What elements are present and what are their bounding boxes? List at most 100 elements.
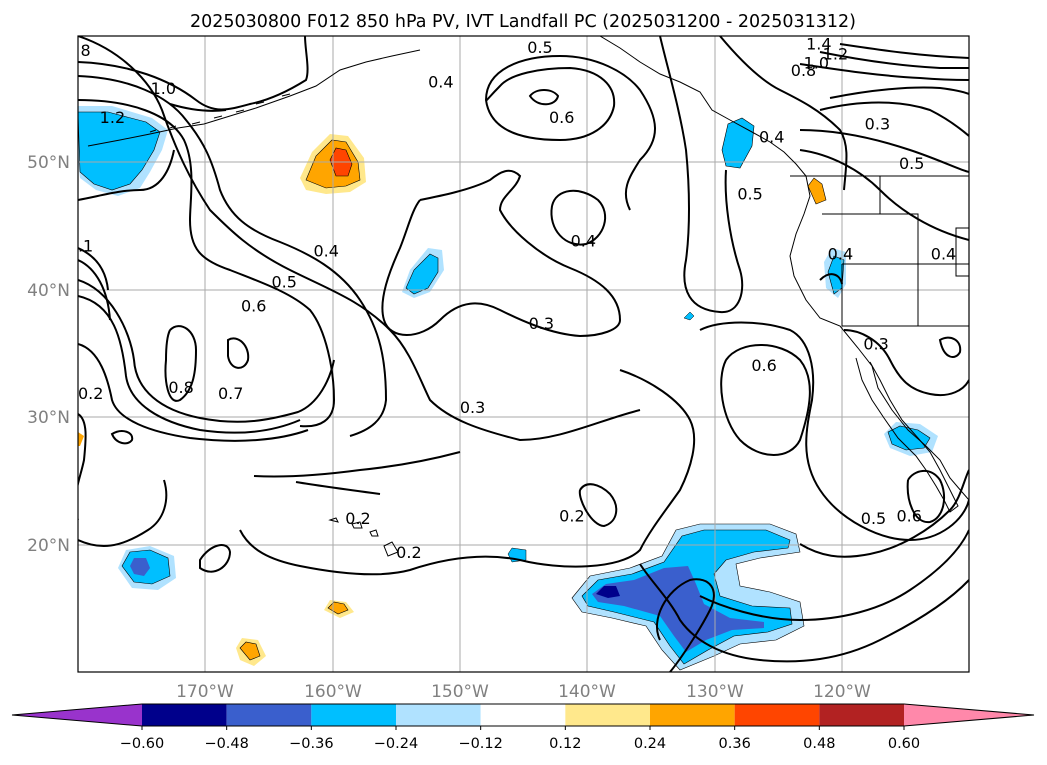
pc-negative-region-coast-north xyxy=(721,117,755,169)
pv-contour-label: 0.4 xyxy=(571,232,596,251)
pv-contour-16 xyxy=(78,479,168,547)
colorbar: −0.60 −0.48 −0.36 −0.24 −0.12 0.12 0.24 0.36 0.4… xyxy=(11,703,1035,752)
pv-contour-9 xyxy=(78,259,111,321)
pv-contour-26 xyxy=(699,321,969,542)
lon-label-120w: 120°W xyxy=(813,682,871,702)
colorbar-swatch xyxy=(480,704,566,726)
pc-shading xyxy=(78,106,938,671)
pv-contour-label: 0.8 xyxy=(168,378,193,397)
pv-contour-30 xyxy=(639,563,969,663)
pv-contour-31 xyxy=(699,529,969,622)
colorbar-tick-label: 0.48 xyxy=(803,736,835,752)
map-background xyxy=(78,36,969,672)
pv-contour-20 xyxy=(381,169,622,338)
pv-contour-15 xyxy=(110,430,134,445)
pv-contour-10 xyxy=(78,247,109,291)
map-panel: 81.01.20.40.50.61.41.21.00.80.40.30.50.5… xyxy=(77,34,970,673)
lat-label-50: 50°N xyxy=(27,153,70,173)
pv-contour-label: 0.2 xyxy=(559,506,584,525)
pv-contour-8 xyxy=(78,343,309,442)
colorbar-swatch xyxy=(311,704,396,726)
pc-positive-region-edge xyxy=(78,432,84,446)
pv-contour-label: 0.6 xyxy=(241,296,266,315)
colorbar-tick-label: −0.36 xyxy=(289,736,333,752)
pv-contour-label: 0.4 xyxy=(759,127,784,146)
colorbar-tick-label: 0.36 xyxy=(719,736,751,752)
pv-contour-35 xyxy=(799,149,969,241)
colorbar-tick-label: 0.60 xyxy=(888,736,920,752)
lat-label-20: 20°N xyxy=(27,536,70,556)
pv-contour-19 xyxy=(253,451,461,478)
pv-contour-6 xyxy=(78,279,335,423)
pv-contour-33 xyxy=(799,469,969,558)
pv-contour-label: 0.4 xyxy=(428,73,453,92)
pv-contour-label: 0.5 xyxy=(527,38,552,57)
pv-contour-27 xyxy=(720,344,811,456)
pv-contour-label: 1.0 xyxy=(804,54,829,73)
pv-contour-28 xyxy=(239,369,696,576)
colorbar-swatch xyxy=(734,704,820,726)
pc-negative-region-southeast-max xyxy=(596,586,620,598)
pv-contour-25 xyxy=(659,36,744,314)
pc-negative-region-152w-core xyxy=(405,253,439,295)
pv-contour-24 xyxy=(550,189,607,246)
pv-contour-label: 0.6 xyxy=(751,356,776,375)
lat-label-40: 40°N xyxy=(27,281,70,301)
pv-contour-label: 1.2 xyxy=(100,108,125,127)
pv-contour-13 xyxy=(227,337,250,369)
pv-contour-label: 0.5 xyxy=(861,509,886,528)
pv-contour-3 xyxy=(78,75,388,437)
pv-contour-label: 0.4 xyxy=(313,242,338,261)
colorbar-tick-label: −0.24 xyxy=(374,736,418,752)
pv-contour-14 xyxy=(78,413,87,520)
lon-label-140w: 140°W xyxy=(558,682,616,702)
longitude-labels: 170°W 160°W 150°W 140°W 130°W 120°W xyxy=(176,682,871,702)
pv-contour-label: 0.3 xyxy=(529,314,554,333)
us-state-borders xyxy=(790,175,969,327)
colorbar-swatch xyxy=(650,704,735,726)
pv-contour-18 xyxy=(295,481,381,495)
pv-contour-label: 0.3 xyxy=(460,398,485,417)
latitude-labels: 50°N 40°N 30°N 20°N xyxy=(27,153,70,556)
pv-contour-label: 0.5 xyxy=(271,272,296,291)
hawaii-islands xyxy=(328,517,399,557)
pv-contour-4 xyxy=(78,99,336,428)
pv-contour-36 xyxy=(799,129,969,173)
pv-contour-label: 0.2 xyxy=(396,543,421,562)
colorbar-swatch xyxy=(904,704,1034,726)
colorbar-swatch xyxy=(819,704,904,726)
pc-negative-region-small-2 xyxy=(683,311,695,321)
pv-contour-34 xyxy=(906,470,946,524)
pc-negative-region-175w-core xyxy=(130,558,150,576)
colorbar-swatch xyxy=(226,704,312,726)
colorbar-tick-label: 0.24 xyxy=(634,736,666,752)
pv-contour-12 xyxy=(164,325,198,402)
pv-contour-label: 0.4 xyxy=(931,244,956,263)
colorbar-swatch xyxy=(142,704,227,726)
pv-contour-37 xyxy=(819,101,969,137)
pv-contour-5 xyxy=(169,103,227,112)
pv-contour-17 xyxy=(199,544,232,573)
pv-contour-label: 0.7 xyxy=(218,384,243,403)
map-title: 2025030800 F012 850 hPa PV, IVT Landfall… xyxy=(190,12,856,32)
colorbar-tick-label: −0.12 xyxy=(458,736,502,752)
pv-contour-32 xyxy=(655,578,715,672)
colorbar-swatch xyxy=(565,704,650,726)
colorbar-tick-label: −0.60 xyxy=(120,736,164,752)
pv-contour-label: 0.2 xyxy=(345,509,370,528)
pv-contour-label: 0.3 xyxy=(863,335,888,354)
pv-contour-42 xyxy=(719,36,848,191)
pv-contour-label: 1.4 xyxy=(806,34,831,53)
pc-positive-region-coast xyxy=(807,177,827,205)
pv-contour-41 xyxy=(839,43,969,59)
pv-contour-label: 0.2 xyxy=(78,384,103,403)
pv-contour-29 xyxy=(578,483,618,528)
alaska-coastline xyxy=(87,49,421,147)
pv-contour-label: 0.8 xyxy=(791,61,816,80)
colorbar-tick-label: 0.12 xyxy=(549,736,581,752)
lat-label-30: 30°N xyxy=(27,408,70,428)
colorbar-tick-label: −0.48 xyxy=(204,736,248,752)
pv-contour-label: 1.2 xyxy=(823,45,848,64)
pc-negative-region-baja-core xyxy=(887,425,931,451)
